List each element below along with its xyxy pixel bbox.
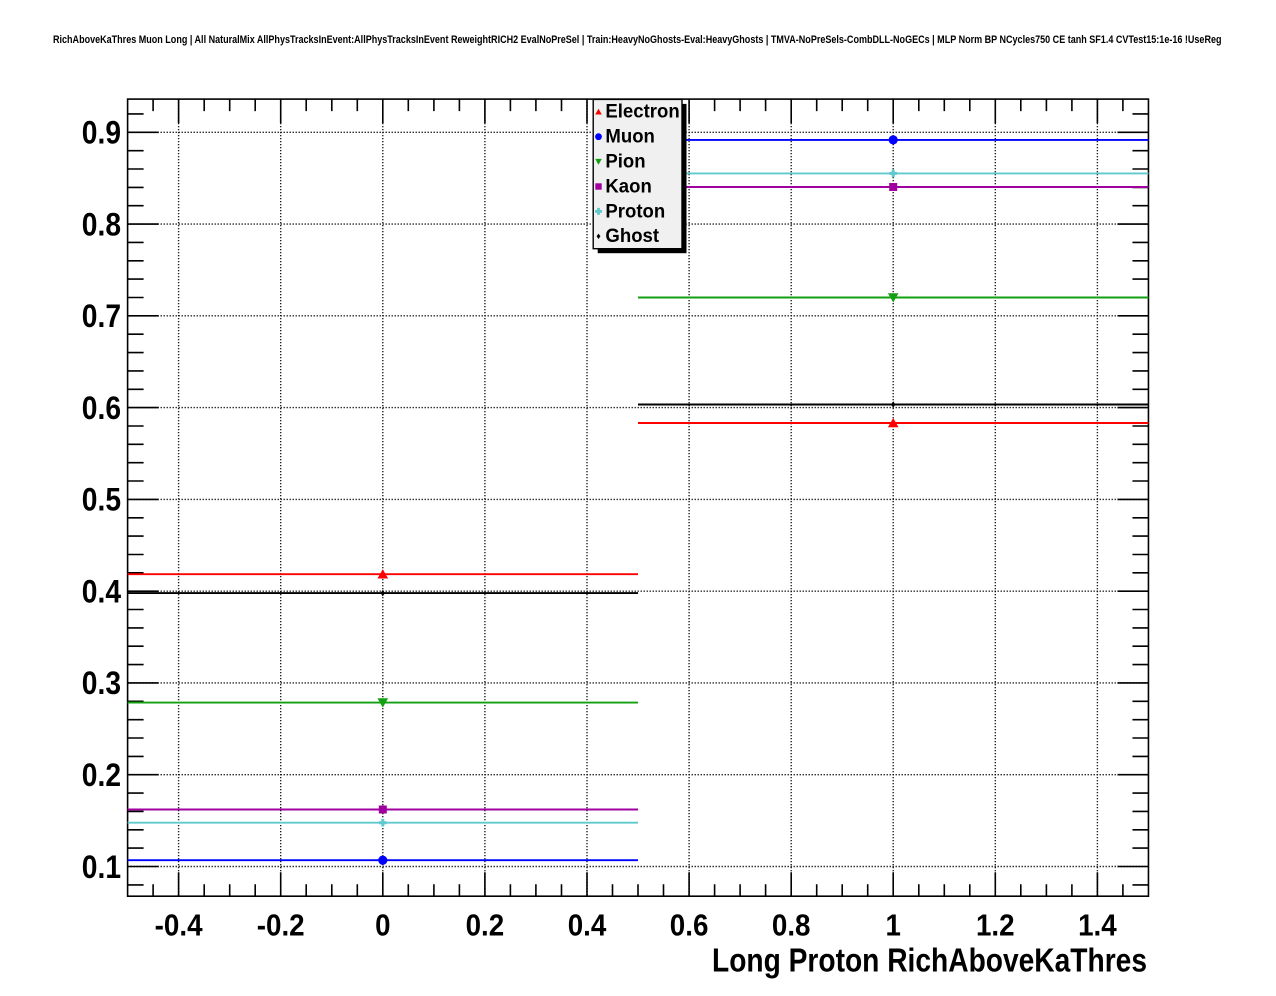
svg-text:Pion: Pion <box>605 151 645 173</box>
svg-text:0.1: 0.1 <box>82 849 121 885</box>
svg-text:0.6: 0.6 <box>670 907 709 942</box>
svg-text:Ghost: Ghost <box>605 225 659 247</box>
svg-text:0.8: 0.8 <box>772 907 811 942</box>
svg-text:0.7: 0.7 <box>82 298 121 334</box>
svg-text:0: 0 <box>375 907 390 942</box>
svg-text:1.4: 1.4 <box>1078 907 1117 942</box>
svg-text:1.2: 1.2 <box>976 907 1015 942</box>
svg-text:0.4: 0.4 <box>82 574 121 610</box>
svg-text:0.5: 0.5 <box>82 482 121 518</box>
svg-text:Proton: Proton <box>605 200 665 222</box>
svg-text:RichAboveKaThres Muon Long | A: RichAboveKaThres Muon Long | All Natural… <box>53 34 1222 46</box>
svg-text:0.2: 0.2 <box>466 907 505 942</box>
svg-text:Long Proton RichAboveKaThres: Long Proton RichAboveKaThres <box>712 941 1147 978</box>
svg-text:Kaon: Kaon <box>605 175 651 197</box>
svg-text:0.8: 0.8 <box>82 206 121 242</box>
svg-text:0.4: 0.4 <box>568 907 607 942</box>
svg-text:1: 1 <box>886 907 901 942</box>
svg-text:-0.4: -0.4 <box>155 907 204 942</box>
svg-text:0.6: 0.6 <box>82 390 121 426</box>
svg-text:0.9: 0.9 <box>82 115 121 151</box>
svg-text:-0.2: -0.2 <box>257 907 305 942</box>
svg-text:Muon: Muon <box>605 126 655 148</box>
svg-text:0.3: 0.3 <box>82 665 121 701</box>
svg-text:0.2: 0.2 <box>82 757 121 793</box>
svg-text:Electron: Electron <box>605 101 679 123</box>
